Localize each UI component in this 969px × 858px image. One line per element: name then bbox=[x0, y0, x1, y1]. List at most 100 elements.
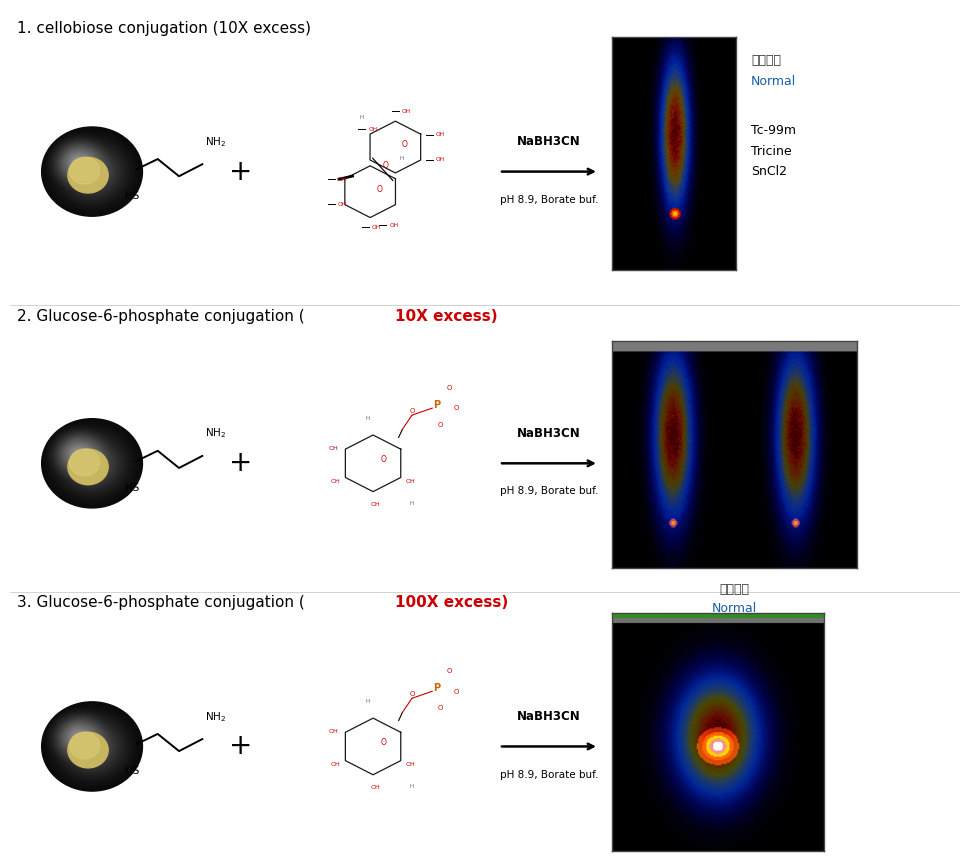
Circle shape bbox=[56, 432, 128, 495]
Circle shape bbox=[73, 449, 83, 458]
Text: Normal: Normal bbox=[712, 602, 757, 615]
Text: Tricine: Tricine bbox=[751, 144, 792, 158]
Text: NaBH3CN: NaBH3CN bbox=[517, 427, 580, 440]
Circle shape bbox=[91, 746, 93, 747]
Circle shape bbox=[77, 158, 108, 185]
Text: pH 8.9, Borate buf.: pH 8.9, Borate buf. bbox=[500, 486, 598, 497]
Text: OH: OH bbox=[328, 445, 338, 450]
Text: +: + bbox=[229, 158, 252, 185]
Circle shape bbox=[57, 141, 127, 202]
Circle shape bbox=[50, 135, 134, 208]
Circle shape bbox=[69, 151, 115, 192]
Text: O: O bbox=[409, 408, 415, 414]
Circle shape bbox=[42, 127, 142, 216]
Text: OH: OH bbox=[338, 202, 347, 207]
Circle shape bbox=[83, 456, 101, 471]
Text: O: O bbox=[453, 689, 459, 695]
Circle shape bbox=[68, 442, 116, 485]
Circle shape bbox=[78, 159, 107, 184]
Text: NaBH3CN: NaBH3CN bbox=[517, 136, 580, 148]
Circle shape bbox=[66, 151, 90, 172]
Circle shape bbox=[69, 726, 115, 767]
Polygon shape bbox=[345, 166, 395, 218]
Circle shape bbox=[65, 439, 119, 487]
Circle shape bbox=[65, 722, 119, 770]
Text: H: H bbox=[365, 699, 370, 704]
Circle shape bbox=[75, 448, 109, 479]
Circle shape bbox=[66, 726, 90, 747]
Text: OH: OH bbox=[390, 222, 398, 227]
Circle shape bbox=[86, 166, 98, 177]
Text: OH: OH bbox=[368, 127, 377, 132]
Circle shape bbox=[43, 703, 141, 790]
Circle shape bbox=[62, 439, 94, 468]
Circle shape bbox=[69, 443, 115, 484]
Text: H: H bbox=[365, 416, 370, 421]
Circle shape bbox=[46, 422, 139, 505]
Text: OH: OH bbox=[371, 502, 381, 507]
Circle shape bbox=[66, 723, 118, 770]
Text: 10X excess): 10X excess) bbox=[395, 309, 498, 323]
Circle shape bbox=[68, 150, 116, 193]
Text: H: H bbox=[409, 501, 414, 506]
Circle shape bbox=[82, 738, 102, 755]
Circle shape bbox=[77, 450, 108, 477]
Circle shape bbox=[54, 138, 130, 205]
Circle shape bbox=[60, 721, 96, 752]
Circle shape bbox=[75, 731, 109, 762]
Circle shape bbox=[70, 732, 100, 759]
Circle shape bbox=[60, 435, 124, 492]
Circle shape bbox=[77, 735, 79, 738]
Circle shape bbox=[59, 434, 125, 492]
Text: HS: HS bbox=[125, 483, 140, 492]
Circle shape bbox=[46, 130, 139, 213]
Circle shape bbox=[78, 450, 107, 476]
Circle shape bbox=[73, 732, 83, 741]
Circle shape bbox=[60, 146, 96, 178]
Text: NaBH3CN: NaBH3CN bbox=[517, 710, 580, 723]
Text: O: O bbox=[447, 385, 452, 391]
Text: O: O bbox=[409, 692, 415, 698]
Circle shape bbox=[68, 449, 109, 485]
Text: OH: OH bbox=[436, 132, 445, 137]
Text: OH: OH bbox=[436, 157, 445, 162]
Circle shape bbox=[48, 133, 136, 210]
Circle shape bbox=[46, 705, 139, 788]
Circle shape bbox=[68, 153, 88, 171]
Circle shape bbox=[43, 128, 141, 215]
Polygon shape bbox=[345, 718, 401, 775]
Circle shape bbox=[85, 740, 99, 752]
Circle shape bbox=[79, 452, 105, 474]
Circle shape bbox=[59, 717, 125, 776]
Circle shape bbox=[42, 702, 142, 791]
Circle shape bbox=[48, 708, 136, 785]
Text: O: O bbox=[381, 738, 387, 747]
Text: 100X excess): 100X excess) bbox=[395, 595, 509, 610]
Circle shape bbox=[85, 457, 99, 469]
Text: Tc-99m: Tc-99m bbox=[751, 124, 796, 137]
Circle shape bbox=[47, 707, 137, 786]
Text: O: O bbox=[381, 455, 387, 464]
Circle shape bbox=[89, 461, 95, 466]
Circle shape bbox=[62, 437, 122, 490]
Circle shape bbox=[71, 728, 113, 765]
Text: 3. Glucose-6-phosphate conjugation (: 3. Glucose-6-phosphate conjugation ( bbox=[17, 595, 305, 610]
Text: O: O bbox=[453, 406, 459, 412]
Text: +: + bbox=[229, 450, 252, 477]
Circle shape bbox=[62, 722, 94, 751]
Circle shape bbox=[45, 704, 140, 789]
Circle shape bbox=[75, 734, 81, 740]
Circle shape bbox=[75, 450, 81, 456]
Text: 2. Glucose-6-phosphate conjugation (: 2. Glucose-6-phosphate conjugation ( bbox=[17, 309, 305, 323]
Circle shape bbox=[74, 730, 110, 763]
Circle shape bbox=[86, 741, 98, 752]
Circle shape bbox=[88, 168, 96, 175]
Polygon shape bbox=[345, 435, 401, 492]
Circle shape bbox=[68, 732, 109, 768]
Circle shape bbox=[71, 447, 85, 460]
Circle shape bbox=[79, 735, 105, 758]
Text: P: P bbox=[433, 400, 440, 410]
Polygon shape bbox=[370, 121, 421, 173]
Circle shape bbox=[71, 730, 85, 743]
Text: OH: OH bbox=[338, 177, 347, 182]
